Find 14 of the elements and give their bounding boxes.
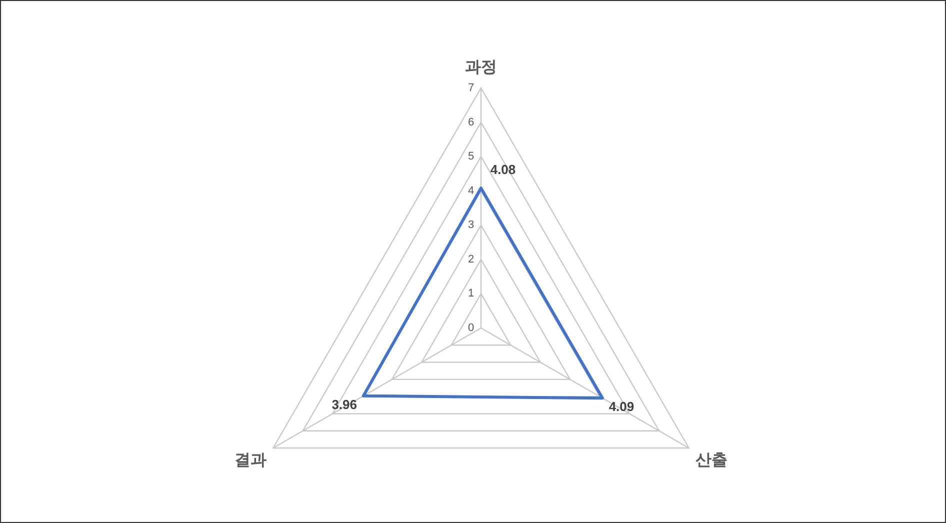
y-tick-label: 7 <box>468 82 474 94</box>
spoke-label: 산출 <box>695 450 728 469</box>
y-tick-label: 0 <box>468 322 474 334</box>
y-tick-label: 5 <box>468 150 474 163</box>
data-label: 3.96 <box>332 396 358 412</box>
y-tick-label: 3 <box>468 219 474 232</box>
y-tick-label: 2 <box>468 253 474 266</box>
y-tick-label: 1 <box>468 288 474 300</box>
spoke-label: 결과 <box>234 450 267 469</box>
data-label: 4.08 <box>490 162 516 178</box>
spoke-label: 과정 <box>465 57 497 76</box>
y-tick-label: 4 <box>468 184 474 197</box>
data-label: 4.09 <box>608 399 634 414</box>
y-tick-label: 6 <box>468 116 474 128</box>
